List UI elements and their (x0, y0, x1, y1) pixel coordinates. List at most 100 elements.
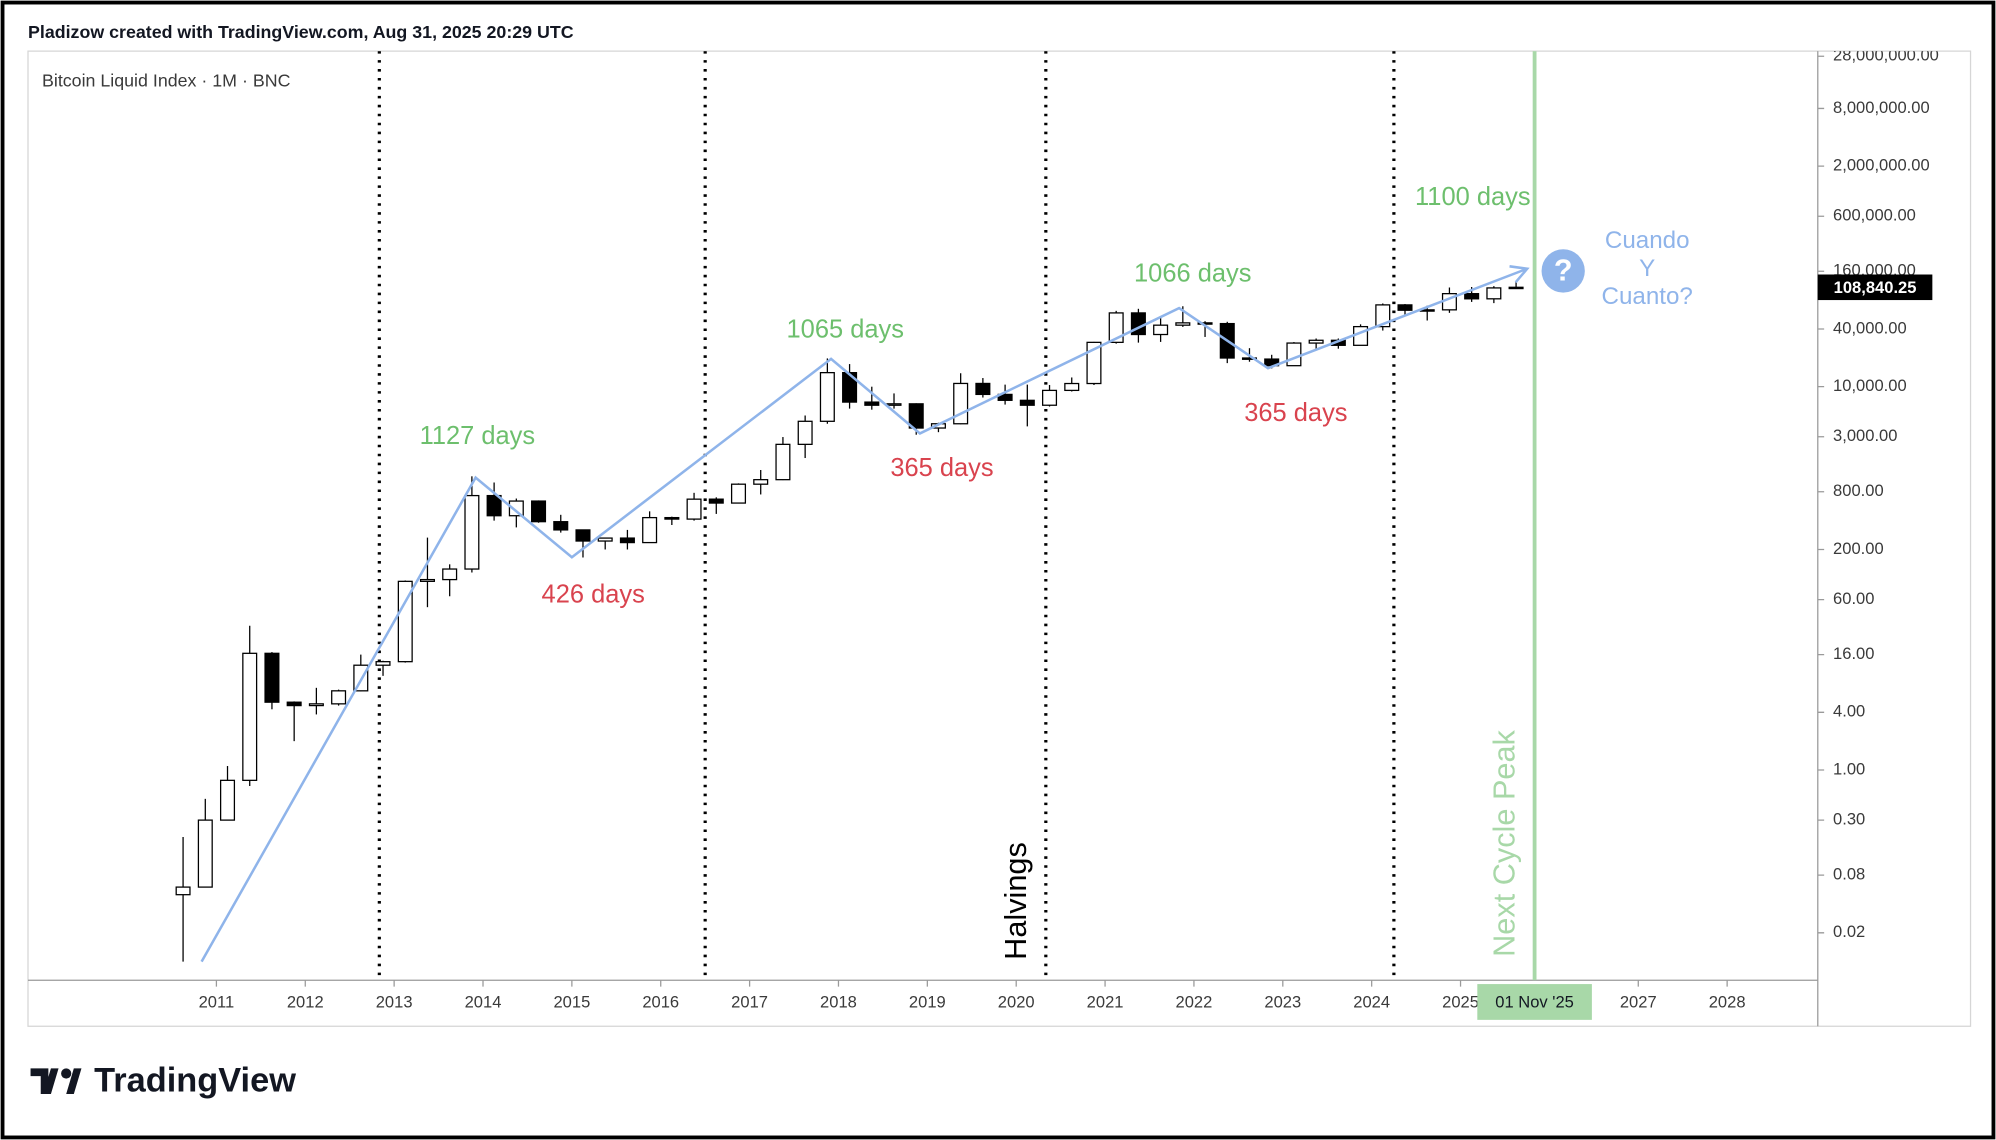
candle-body (397, 580, 413, 663)
x-tick-label: 2011 (199, 993, 235, 1012)
y-tick-label: 4.00 (1833, 702, 1865, 721)
date-marker-box (1477, 984, 1592, 1020)
x-tick-label: 2023 (1264, 993, 1301, 1012)
x-tick-label: 2021 (1087, 993, 1124, 1012)
candle-body (197, 819, 213, 888)
candle-body (797, 420, 813, 445)
annotation: 1065 days (787, 316, 904, 344)
header: Pladizow created with TradingView.com, A… (28, 22, 574, 42)
candle-body (1064, 382, 1080, 392)
candle-body (1508, 286, 1524, 290)
annotation: 1127 days (420, 422, 536, 450)
y-tick-label: 2,000,000.00 (1833, 155, 1930, 174)
candle-body (708, 498, 724, 504)
candle-body (308, 703, 324, 707)
candle-body (286, 701, 302, 707)
annotation: 365 days (890, 454, 993, 482)
y-tick-label: 1.00 (1833, 759, 1865, 778)
logo: TradingView (30, 1062, 296, 1100)
candle-body (242, 652, 258, 781)
y-tick-label: 0.02 (1833, 922, 1865, 941)
x-tick-label: 2013 (376, 993, 413, 1012)
candle-body (175, 886, 191, 896)
annotation: 365 days (1244, 399, 1347, 427)
trend-arrowhead (1509, 265, 1530, 284)
candle-body (219, 779, 236, 821)
y-tick-label: 40,000.00 (1833, 318, 1907, 337)
candle-body (1486, 287, 1502, 300)
annotation: 426 days (542, 580, 645, 608)
candle-body (553, 521, 569, 531)
trend-line (200, 267, 1528, 963)
candle-body (753, 479, 769, 485)
y-tick-label: 0.08 (1833, 864, 1865, 883)
x-tick-label: 2014 (465, 993, 502, 1012)
plot-area (175, 51, 1537, 981)
x-tick-label: 2025 (1442, 993, 1479, 1012)
candle-body (864, 401, 880, 406)
candle-body (819, 372, 835, 422)
date-marker-label: 01 Nov '25 (1495, 993, 1574, 1012)
time-axis: 2011 2012 2013 2014 2015 2016 2017 2018 2019 2020… (199, 980, 1746, 1012)
candle-body (997, 393, 1013, 401)
candle-body (375, 661, 391, 666)
logo-dot (61, 1068, 72, 1079)
logo-icon (30, 1068, 59, 1094)
x-tick-label: 2015 (553, 993, 590, 1012)
candle-body (1175, 322, 1191, 326)
x-tick-label: 2024 (1353, 993, 1390, 1012)
x-tick-label: 2020 (998, 993, 1035, 1012)
annotation: 1100 days (1415, 183, 1531, 211)
annotation: 1066 days (1134, 259, 1251, 287)
candle-body (419, 578, 435, 582)
candle-body (730, 483, 747, 504)
chart-title: Bitcoin Liquid Index · 1M · BNC (42, 70, 291, 90)
candle-body (464, 494, 480, 570)
candle-body (508, 500, 524, 517)
y-tick-label: 3,000.00 (1833, 426, 1897, 445)
candle-body (1153, 324, 1169, 336)
candle-body (975, 382, 991, 396)
question-text: Y (1639, 255, 1655, 282)
candle-body (1286, 342, 1302, 367)
candle-body (264, 652, 280, 703)
x-tick-label: 2028 (1709, 993, 1746, 1012)
question-mark: ? (1554, 253, 1573, 287)
candle-body (686, 498, 702, 520)
candle-body (886, 403, 902, 406)
candle-body (908, 403, 924, 429)
candle-body (575, 529, 591, 542)
candle-body (842, 372, 858, 403)
question-text: Cuando (1605, 227, 1690, 254)
candle-body (642, 516, 658, 544)
logo-text: TradingView (94, 1062, 296, 1100)
candle-body (619, 537, 635, 544)
candle-body (775, 443, 791, 481)
price-label: 108,840.25 (1834, 278, 1917, 297)
candle-body (1086, 341, 1102, 385)
chart-panel (27, 50, 1972, 1027)
candle-body (1108, 312, 1124, 343)
y-tick-label: 16.00 (1833, 644, 1874, 663)
y-tick-label: 8,000,000.00 (1833, 98, 1930, 117)
candle-body (953, 382, 969, 425)
candle-body (531, 500, 547, 523)
question-text: Cuanto? (1602, 283, 1693, 310)
x-tick-label: 2019 (909, 993, 946, 1012)
y-tick-label: 800.00 (1833, 481, 1884, 500)
question-icon (1541, 249, 1585, 293)
candle-body (1308, 339, 1324, 344)
candle-body (1375, 304, 1391, 328)
x-tick-label: 2017 (731, 993, 768, 1012)
next-peak-label: Next Cycle Peak (1488, 729, 1522, 956)
x-tick-label: 2018 (820, 993, 857, 1012)
candle-body (1464, 293, 1480, 300)
candle-body (1019, 399, 1035, 406)
logo-icon (66, 1068, 82, 1094)
candle-body (331, 690, 347, 705)
y-tick-label: 0.30 (1833, 809, 1865, 828)
x-tick-label: 2027 (1620, 993, 1657, 1012)
candle-body (442, 568, 458, 581)
